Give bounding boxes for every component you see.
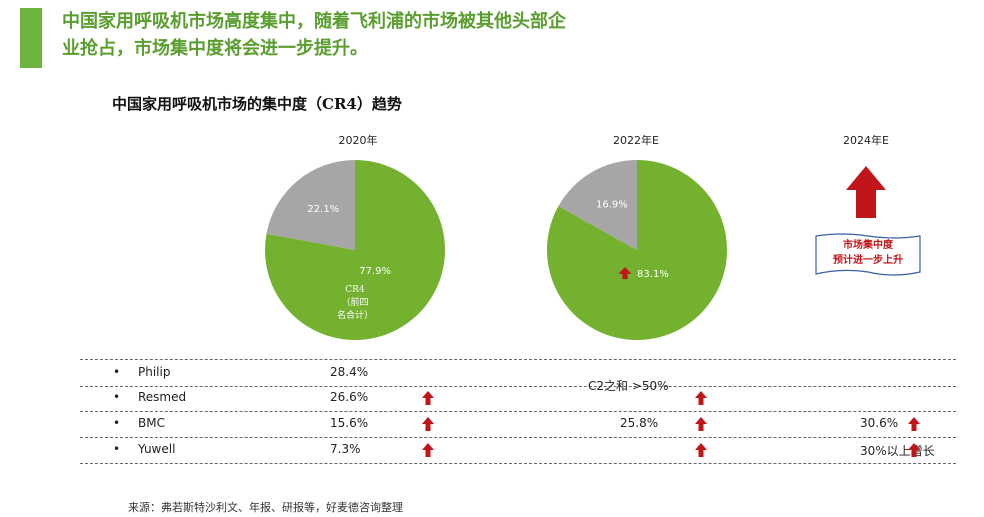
pie-value-label-1-1: 16.9% xyxy=(596,199,628,210)
share-2020: 26.6% xyxy=(330,390,369,404)
pie-cr4-label-line-0: CR4 xyxy=(345,285,365,295)
up-arrow-icon xyxy=(695,443,707,457)
company-name: Resmed xyxy=(138,390,187,404)
year-label-2022: 2022年E xyxy=(613,134,659,147)
row-bullet: • xyxy=(113,442,121,456)
table-row: • BMC 15.6% 25.8% 30.6% xyxy=(80,411,956,438)
note-wave-shape xyxy=(815,233,921,276)
up-arrow-icon xyxy=(695,391,707,405)
share-2024: 30.6% xyxy=(860,416,899,430)
year-label-2020: 2020年 xyxy=(338,134,378,147)
source-note: 来源：弗若斯特沙利文、年报、研报等，好麦德咨询整理 xyxy=(128,501,403,514)
pie-value-label-1-0: 83.1% xyxy=(637,269,669,280)
headline-line-1: 中国家用呼吸机市场高度集中，随着飞利浦的市场被其他头部企 xyxy=(62,11,566,32)
table-row: • Yuwell 7.3% 30%以上增长 xyxy=(80,437,956,464)
pie-slice-0-1 xyxy=(266,160,355,250)
company-name: Philip xyxy=(138,365,171,379)
up-arrow-icon xyxy=(695,417,707,431)
row-bullet: • xyxy=(113,365,121,379)
pie-cr4-label-line-1: （前四 xyxy=(341,296,368,308)
forecast-note: 市场集中度 预计进一步上升 xyxy=(812,232,924,280)
pie-slice-1-1 xyxy=(558,160,637,250)
company-name: Yuwell xyxy=(138,442,176,456)
forecast-note-line-1: 市场集中度 xyxy=(843,240,893,251)
share-2024: 30%以上增长 xyxy=(860,444,935,458)
share-2020: 28.4% xyxy=(330,365,369,379)
headline: 中国家用呼吸机市场高度集中，随着飞利浦的市场被其他头部企 业抢占，市场集中度将会… xyxy=(62,8,682,62)
pie-value-label-0-0: 77.9% xyxy=(359,266,391,277)
table-row: • Philip 28.4% xyxy=(80,359,956,387)
up-arrow-icon xyxy=(908,417,920,431)
accent-bar xyxy=(20,8,42,68)
row-bullet: • xyxy=(113,416,121,430)
headline-line-2: 业抢占，市场集中度将会进一步提升。 xyxy=(62,38,368,59)
up-arrow-icon xyxy=(908,443,920,457)
forecast-note-line-2: 预计进一步上升 xyxy=(833,255,903,266)
up-arrow-icon xyxy=(422,417,434,431)
pie-chart-2022: 83.1% 16.9% xyxy=(547,160,727,340)
big-up-arrow-icon xyxy=(846,166,886,218)
table-row: • Resmed 26.6% xyxy=(80,385,956,412)
up-arrow-icon xyxy=(422,443,434,457)
c2-sum-note: C2之和 >50% xyxy=(588,379,669,393)
chart-title: 中国家用呼吸机市场的集中度（CR4）趋势 xyxy=(112,95,402,113)
row-bullet: • xyxy=(113,390,121,404)
share-2020: 15.6% xyxy=(330,416,369,430)
up-arrow-icon xyxy=(422,391,434,405)
share-2020: 7.3% xyxy=(330,442,361,456)
pie-cr4-label-line-2: 名合计） xyxy=(337,309,373,321)
year-label-2024: 2024年E xyxy=(843,134,889,147)
pie-trend-arrow-1-0 xyxy=(618,267,632,280)
company-name: BMC xyxy=(138,416,165,430)
share-2022: 25.8% xyxy=(620,416,659,430)
pie-value-label-0-1: 22.1% xyxy=(307,204,339,215)
